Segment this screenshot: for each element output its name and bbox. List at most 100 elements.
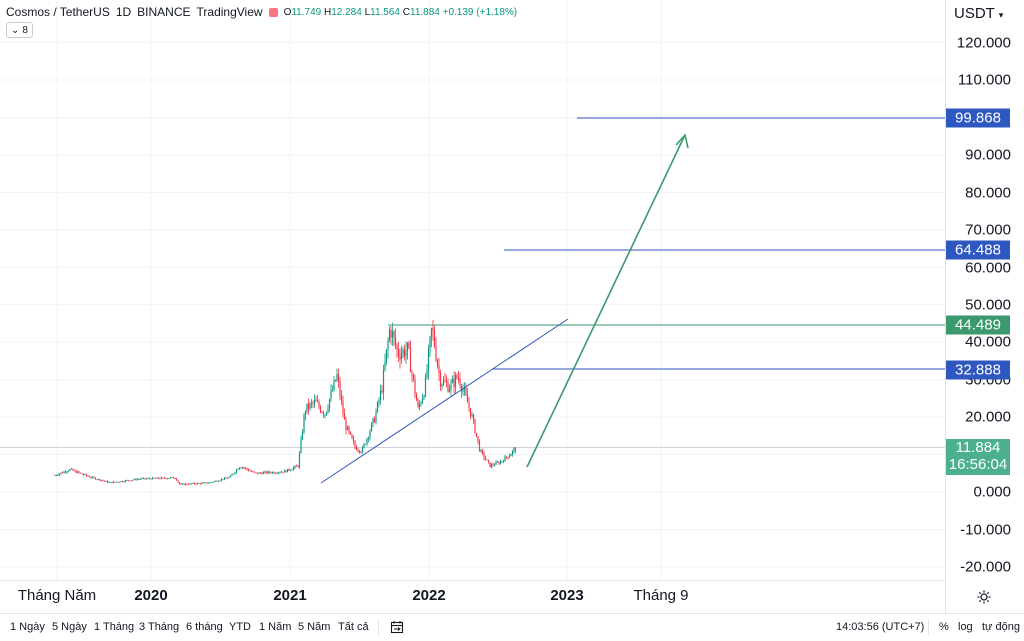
- candle-body: [259, 472, 262, 474]
- candle-body: [358, 450, 361, 453]
- candle-body: [489, 462, 491, 468]
- candle-body: [418, 404, 421, 407]
- range-5y-button[interactable]: 5 Năm: [298, 621, 331, 633]
- currency-selector[interactable]: USDT ▾: [954, 5, 1003, 22]
- candle-body: [99, 479, 101, 481]
- candle-body: [255, 472, 257, 474]
- candle-body: [279, 472, 281, 474]
- candle-body: [501, 461, 503, 462]
- candle-body: [55, 475, 58, 476]
- percent-toggle[interactable]: %: [939, 621, 949, 633]
- candle-body: [199, 483, 202, 484]
- candle-body: [316, 401, 319, 403]
- chart-area[interactable]: Cosmos / TetherUS 1D BINANCE TradingView…: [0, 0, 945, 580]
- candle-body: [369, 431, 371, 438]
- candle-body: [87, 475, 89, 477]
- range-all-button[interactable]: Tất cả: [338, 621, 369, 633]
- log-toggle[interactable]: log: [958, 621, 973, 633]
- price-badge[interactable]: 44.489: [946, 315, 1010, 335]
- candle-body: [81, 473, 83, 475]
- chart-legend: Cosmos / TetherUS 1D BINANCE TradingView…: [6, 5, 517, 19]
- candle-body: [508, 456, 511, 458]
- candle-body: [216, 480, 218, 482]
- time-tick: Tháng 9: [633, 587, 689, 604]
- candle-body: [250, 470, 253, 472]
- candle-body: [217, 480, 220, 482]
- candle-body: [198, 483, 200, 484]
- chart-canvas[interactable]: [0, 0, 945, 580]
- legend-symbol[interactable]: Cosmos / TetherUS: [6, 5, 110, 19]
- low-label: L: [364, 6, 371, 18]
- candle-body: [319, 406, 322, 412]
- range-1m-button[interactable]: 1 Tháng: [94, 621, 135, 633]
- candle-body: [222, 479, 224, 480]
- price-axis[interactable]: USDT ▾ 120.000 110.000 90.000 80.000 70.…: [945, 0, 1024, 613]
- range-1y-button[interactable]: 1 Năm: [259, 621, 292, 633]
- legend-source: TradingView: [196, 5, 263, 19]
- candle-body: [481, 450, 484, 453]
- gear-icon[interactable]: [977, 590, 991, 604]
- candle-body: [66, 471, 68, 473]
- indicator-count: 8: [22, 24, 28, 36]
- range-6m-button[interactable]: 6 tháng: [186, 621, 223, 633]
- candle-body: [201, 482, 203, 484]
- candle-body: [427, 349, 430, 371]
- candle-body: [274, 472, 277, 474]
- price-badge[interactable]: 32.888: [946, 360, 1010, 380]
- indicators-toggle[interactable]: ⌄ 8: [6, 22, 33, 38]
- range-5d-button[interactable]: 5 Ngày: [52, 621, 87, 633]
- candle-body: [421, 397, 424, 403]
- drawings[interactable]: [320, 117, 945, 484]
- candle-body: [372, 418, 374, 424]
- candle-body: [469, 407, 472, 417]
- current-price-badge[interactable]: 11.884 16:56:04: [946, 439, 1010, 475]
- price-tick: -10.000: [960, 521, 1011, 539]
- candle-body: [195, 483, 197, 485]
- range-3m-button[interactable]: 3 Tháng: [139, 621, 180, 633]
- candle-body: [439, 372, 442, 387]
- legend-interval[interactable]: 1D: [115, 5, 132, 19]
- candle-body: [133, 478, 136, 480]
- current-price: 11.884: [955, 439, 1001, 456]
- candle-body: [112, 481, 115, 484]
- candle-body: [462, 389, 464, 392]
- candle-body: [102, 480, 104, 482]
- calendar-compare-icon[interactable]: [390, 620, 404, 634]
- candle-body: [345, 419, 347, 430]
- candle-body: [67, 470, 70, 472]
- price-badge[interactable]: 64.488: [946, 240, 1010, 260]
- candle-body: [270, 472, 272, 474]
- candle-body: [138, 479, 140, 480]
- price-badge[interactable]: 99.868: [946, 108, 1010, 128]
- candle-body: [393, 331, 395, 337]
- candle-body: [318, 401, 320, 407]
- candle-body: [232, 473, 235, 475]
- candle-body: [424, 376, 427, 397]
- candle-body: [399, 356, 401, 360]
- candle-body: [265, 471, 268, 474]
- auto-toggle[interactable]: tự động: [982, 621, 1020, 633]
- candle-body: [115, 481, 118, 483]
- time-tick: 2021: [273, 587, 307, 604]
- candle-body: [159, 478, 161, 480]
- candle-body: [84, 474, 86, 476]
- candle-body: [379, 390, 382, 400]
- candle-body: [238, 467, 241, 470]
- candle-body: [207, 482, 209, 484]
- time-axis[interactable]: Tháng Năm 2020 2021 2022 2023 Tháng 9: [0, 580, 991, 614]
- candle-body: [378, 399, 380, 403]
- candle-body: [334, 380, 337, 381]
- range-1d-button[interactable]: 1 Ngày: [10, 621, 45, 633]
- candle-body: [141, 478, 143, 480]
- flag-icon[interactable]: [268, 7, 278, 17]
- candle-body: [471, 414, 473, 417]
- candle-body: [118, 481, 121, 483]
- candle-body: [357, 450, 359, 451]
- candle-body: [288, 469, 290, 471]
- candle-body: [70, 468, 73, 470]
- candle-body: [120, 481, 122, 482]
- candle-body: [514, 448, 517, 451]
- range-ytd-button[interactable]: YTD: [229, 621, 251, 633]
- clock[interactable]: 14:03:56 (UTC+7): [836, 621, 925, 633]
- candle-body: [64, 471, 67, 473]
